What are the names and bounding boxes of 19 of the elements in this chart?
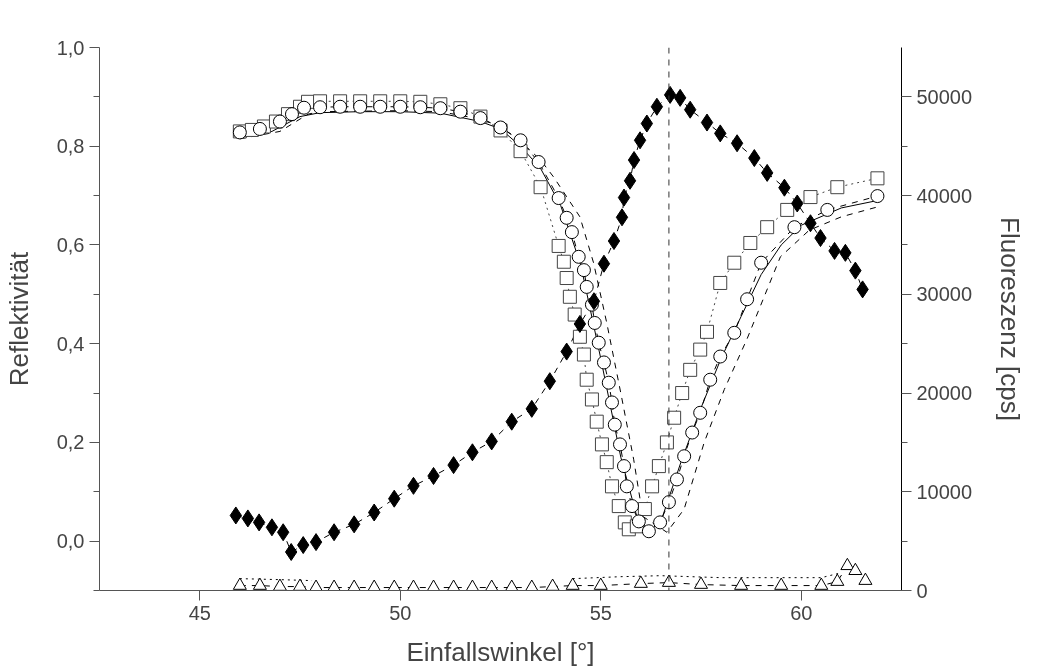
y-tick-label: 0,2 — [56, 431, 85, 454]
y2-tick-label: 40000 — [916, 184, 973, 207]
y2-tick-label: 20000 — [916, 382, 973, 405]
x-axis-title: Einfallswinkel [°] — [406, 636, 595, 667]
x-tick-label: 55 — [589, 601, 612, 624]
y2-tick-label: 50000 — [916, 85, 973, 108]
y2-tick-label: 0 — [916, 579, 928, 602]
y2-axis-title: Fluoreszenz [cps] — [995, 217, 1026, 421]
y-tick-label: 0,0 — [56, 530, 85, 553]
x-tick-label: 60 — [790, 601, 813, 624]
x-tick-label: 50 — [389, 601, 412, 624]
y2-tick-label: 10000 — [916, 480, 973, 503]
y2-tick-label: 30000 — [916, 283, 973, 306]
y-tick-label: 0,6 — [56, 233, 85, 256]
x-tick-label: 45 — [188, 601, 211, 624]
y-tick-label: 0,4 — [56, 332, 85, 355]
y-axis-title: Reflektivität — [3, 251, 34, 387]
y-tick-label: 0,8 — [56, 135, 85, 158]
y-tick-label: 1,0 — [56, 36, 85, 59]
